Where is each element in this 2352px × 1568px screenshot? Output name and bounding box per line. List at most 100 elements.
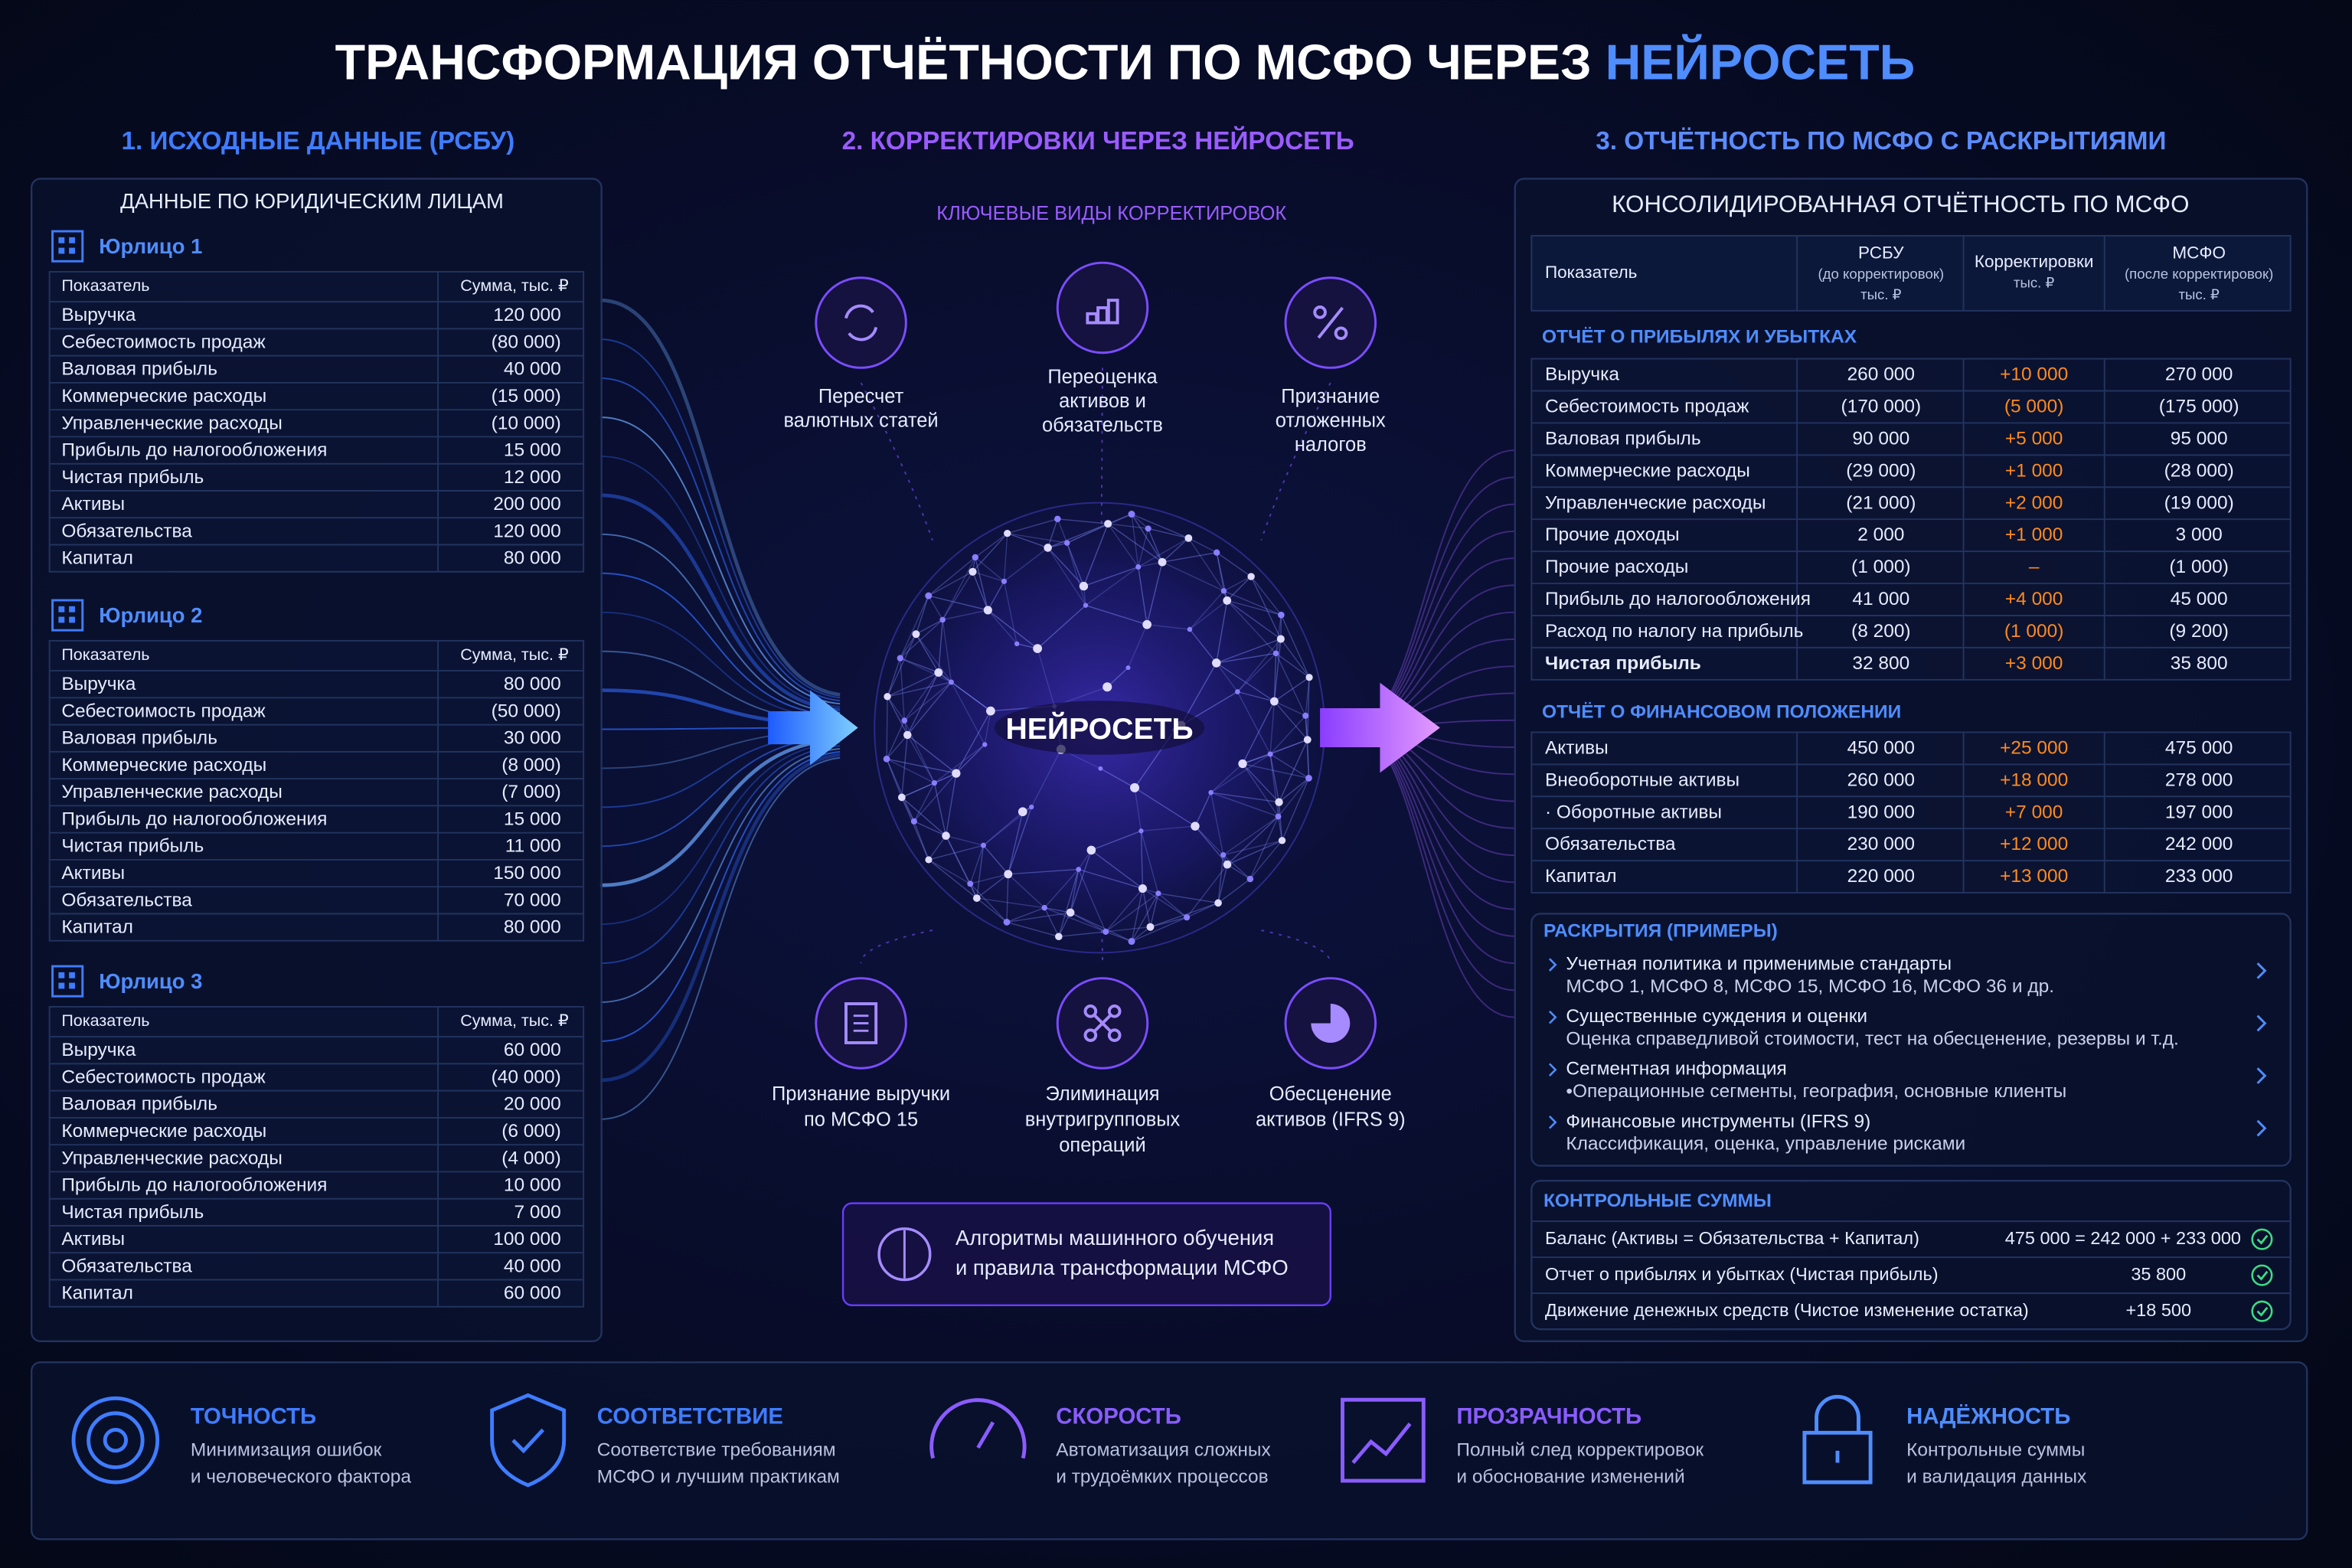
network-link xyxy=(942,619,952,683)
network-link xyxy=(1007,518,1058,534)
flow-line xyxy=(599,756,841,1120)
network-link xyxy=(1194,825,1224,856)
network-node xyxy=(1102,928,1109,935)
network-link xyxy=(1186,864,1228,918)
row-label: Активы xyxy=(61,494,125,514)
network-node xyxy=(1125,665,1131,671)
network-link xyxy=(1269,715,1306,755)
row-value: 450 000 xyxy=(1847,737,1915,758)
connector xyxy=(860,929,933,964)
network-link xyxy=(1305,677,1310,716)
title-highlight: НЕЙРОСЕТЬ xyxy=(1606,34,1916,90)
network-node xyxy=(1014,641,1020,647)
network-link xyxy=(1216,662,1275,702)
network-node xyxy=(1302,712,1309,719)
network-link xyxy=(1150,902,1219,928)
row-label: Управленческие расходы xyxy=(61,782,282,802)
row-value: 15 000 xyxy=(504,440,561,461)
network-link xyxy=(1091,830,1142,851)
row-value: 233 000 xyxy=(2165,866,2233,887)
network-link xyxy=(1078,868,1143,890)
network-node xyxy=(925,592,933,599)
table xyxy=(48,270,585,573)
flow-line xyxy=(599,455,841,708)
network-link xyxy=(987,580,1005,611)
network-link xyxy=(934,743,985,784)
network-link xyxy=(1216,552,1252,577)
network-link xyxy=(1067,513,1132,544)
row-label: Прочие доходы xyxy=(1545,524,1680,545)
row-value: (21 000) xyxy=(1846,492,1916,513)
benefit-text: Автоматизация сложных xyxy=(1056,1439,1270,1460)
network-link xyxy=(1008,806,1032,874)
row-value: 270 000 xyxy=(2165,364,2233,385)
network-link xyxy=(1217,864,1228,903)
network-link xyxy=(1275,653,1306,717)
network-link xyxy=(915,595,929,635)
algo-text: и правила трансформации МСФО xyxy=(956,1256,1289,1279)
adjustment-value: +12 000 xyxy=(2000,834,2068,854)
row-label: Капитал xyxy=(61,917,133,938)
network-link xyxy=(976,897,1045,909)
network-link xyxy=(1131,888,1144,942)
network-link xyxy=(1149,893,1159,927)
network-link xyxy=(901,773,957,799)
row-value: 2 000 xyxy=(1857,524,1904,545)
network-link xyxy=(1131,893,1159,942)
chevron xyxy=(2256,1014,2267,1032)
network-link xyxy=(1044,906,1071,913)
row-label: Чистая прибыль xyxy=(61,467,204,488)
benefit-title: СООТВЕТСТВИЕ xyxy=(597,1404,783,1429)
network-link xyxy=(1194,825,1228,865)
network-link xyxy=(913,773,957,822)
network-link xyxy=(1273,677,1310,702)
network-link xyxy=(1242,763,1280,803)
network-link xyxy=(982,844,1009,875)
network-link xyxy=(1278,802,1283,841)
benefit-icon xyxy=(87,1411,145,1469)
network-link xyxy=(975,533,1008,558)
network-node xyxy=(884,693,891,701)
building-window xyxy=(69,606,75,612)
flow-line xyxy=(599,493,841,712)
flow-line xyxy=(599,753,841,1083)
benefit-icon xyxy=(1341,1397,1426,1483)
icon-glyph xyxy=(1083,1004,1098,1018)
bullet-chevron xyxy=(1548,958,1557,972)
bullet-chevron xyxy=(1548,1116,1557,1129)
benefit-icon xyxy=(1802,1394,1873,1485)
network-link xyxy=(887,696,905,721)
column-header: (до корректировок) xyxy=(1818,266,1944,282)
network-link xyxy=(1070,912,1132,942)
network-link xyxy=(1305,715,1310,779)
building-window xyxy=(69,247,75,254)
network-node xyxy=(1272,650,1279,657)
network-link xyxy=(1188,537,1217,554)
row-value: (29 000) xyxy=(1846,460,1916,481)
network-link xyxy=(1106,926,1151,933)
network-link xyxy=(1058,869,1080,937)
network-node xyxy=(1275,813,1282,820)
network-link xyxy=(1085,566,1139,606)
row-value: 120 000 xyxy=(493,305,560,325)
adjustment-value: +3 000 xyxy=(2005,653,2063,674)
disclosure-text: МСФО 1, МСФО 8, МСФО 15, МСФО 16, МСФО 3… xyxy=(1566,976,2054,997)
row-label: Чистая прибыль xyxy=(1545,653,1701,674)
statement-title: ОТЧЁТ О ФИНАНСОВОМ ПОЛОЖЕНИИ xyxy=(1542,701,1901,722)
network-link xyxy=(972,571,988,611)
row-label: Коммерческие расходы xyxy=(61,755,266,776)
network-node xyxy=(1044,544,1052,552)
network-link xyxy=(1047,547,1086,606)
network-node xyxy=(1130,782,1140,792)
adjustment-value: +1 000 xyxy=(2005,524,2063,545)
flow-line xyxy=(599,747,841,1004)
output-arrow xyxy=(1320,682,1440,773)
column-header: тыс. ₽ xyxy=(2178,286,2220,302)
network-link xyxy=(900,658,905,721)
row-value: (8 000) xyxy=(501,755,561,776)
network-link xyxy=(1134,787,1142,831)
network-link xyxy=(1131,513,1189,539)
flow-line xyxy=(599,377,841,702)
network-link xyxy=(1067,523,1109,544)
